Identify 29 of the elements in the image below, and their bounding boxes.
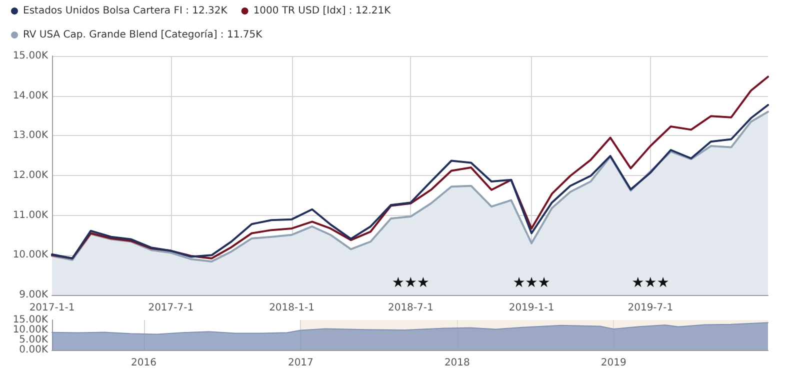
x-tick-label: 2017-1-1 <box>29 302 75 314</box>
y-tick-label: 5.00K <box>19 334 48 346</box>
line-series <box>51 76 769 260</box>
y-tick-label: 15.00K <box>12 314 48 326</box>
x-tick-label: 2019 <box>600 358 626 368</box>
x-tick-label: 2018-7-1 <box>388 302 434 314</box>
legend-label: 1000 TR USD [Idx] : 12.21K <box>253 6 392 16</box>
annotation: ★★★ <box>392 275 430 292</box>
y-tick-label: 11.00K <box>12 210 48 221</box>
y-tick-label: 10.00K <box>12 324 48 336</box>
x-tick-label: 2017-7-1 <box>148 302 194 314</box>
line-series <box>51 104 769 260</box>
y-tick-label: 0.00K <box>19 344 48 356</box>
annotation: ★★★ <box>512 275 550 292</box>
x-tick-label: 2018-1-1 <box>269 302 314 314</box>
y-tick-label: 15.00K <box>12 50 48 62</box>
x-tick-label: 2017 <box>288 358 314 368</box>
y-tick-label: 10.00K <box>12 250 48 261</box>
x-tick-label: 2016 <box>131 358 156 368</box>
y-tick-label: 13.00K <box>12 130 48 142</box>
legend-label: Estados Unidos Bolsa Cartera FI : 12.32K <box>23 6 228 16</box>
y-tick-label: 14.00K <box>12 90 48 102</box>
y-tick-label: 9.00K <box>19 290 48 300</box>
x-tick-label: 2019-7-1 <box>628 302 674 314</box>
legend-label: RV USA Cap. Grande Blend [Categoría] : 11.75K <box>23 30 263 40</box>
x-tick-label: 2019-1-1 <box>508 302 554 314</box>
x-tick-label: 2018 <box>444 358 470 368</box>
y-tick-label: 12.00K <box>12 170 48 181</box>
annotation: ★★★ <box>632 275 670 292</box>
